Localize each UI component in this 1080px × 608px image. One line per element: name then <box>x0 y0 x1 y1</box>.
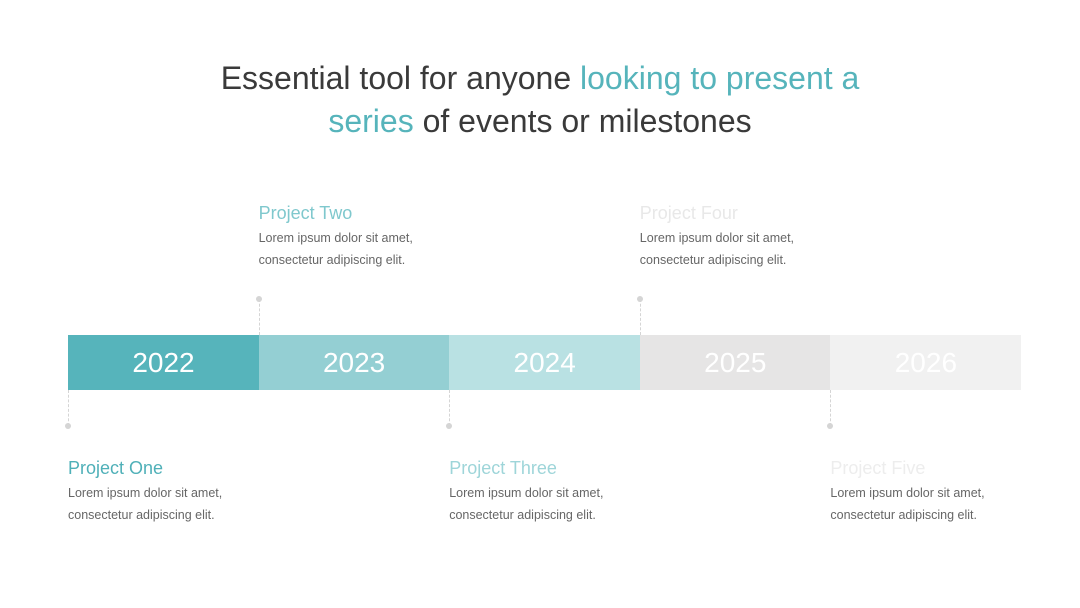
description-line: Lorem ipsum dolor sit amet, <box>68 486 223 500</box>
connector-dot <box>65 423 71 429</box>
title: Essential tool for anyone looking to pre… <box>0 57 1080 143</box>
title-part: of events or milestones <box>422 103 752 139</box>
connector-dot <box>446 423 453 429</box>
connector-line <box>258 299 260 335</box>
description-line: consectetur adipiscing elit. <box>449 507 596 522</box>
milestone-title: Project Five <box>830 458 926 478</box>
description-line: consectetur adipiscing elit. <box>639 252 787 267</box>
milestone: Project Four Lorem ipsum dolor sit amet, c… <box>640 200 840 271</box>
description-line: Lorem ipsum dolor sit amet, <box>449 486 604 500</box>
title-highlight: series <box>328 103 414 139</box>
year-segment: 2023 <box>258 335 450 390</box>
description-line: consectetur adipiscing elit. <box>830 507 977 522</box>
milestone-description: Lorem ipsum dolor sit amet, consectetur a… <box>259 228 459 271</box>
description-line: Lorem ipsum dolor sit amet, <box>830 486 985 500</box>
milestone-description: Lorem ipsum dolor sit amet, consectetur a… <box>68 483 268 526</box>
milestone: Project One Lorem ipsum dolor sit amet, co… <box>68 455 268 526</box>
milestone: Project Two Lorem ipsum dolor sit amet, co… <box>259 200 459 271</box>
year-segment: 2024 <box>449 335 641 390</box>
milestone-description: Lorem ipsum dolor sit amet, consectetur a… <box>640 228 840 271</box>
title-highlight: looking to present a <box>580 60 860 96</box>
milestone: Project Five Lorem ipsum dolor sit amet, c… <box>830 455 1030 526</box>
milestone-title: Project One <box>68 458 164 478</box>
description-line: Lorem ipsum dolor sit amet, <box>639 231 795 245</box>
milestone-description: Lorem ipsum dolor sit amet, consectetur a… <box>830 483 1030 526</box>
description-line: consectetur adipiscing elit. <box>258 252 406 267</box>
year-segment: 2025 <box>639 335 831 390</box>
title-part: Essential tool for anyone <box>220 60 572 96</box>
milestone-description: Lorem ipsum dolor sit amet, consectetur a… <box>449 483 649 526</box>
milestone-title: Project Four <box>639 203 738 223</box>
milestone-title: Project Two <box>258 203 353 223</box>
milestone: Project Three Lorem ipsum dolor sit amet,… <box>449 455 649 526</box>
connector-line <box>449 390 451 426</box>
milestone-title: Project Three <box>449 458 557 478</box>
connector-line <box>639 299 641 335</box>
description-line: consectetur adipiscing elit. <box>68 507 215 522</box>
year-segment: 2026 <box>830 335 1022 390</box>
connector-line <box>68 390 69 426</box>
connector-line <box>830 390 832 426</box>
description-line: Lorem ipsum dolor sit amet, <box>258 231 413 245</box>
year-segment: 2022 <box>68 335 259 390</box>
connector-dot <box>827 423 834 429</box>
